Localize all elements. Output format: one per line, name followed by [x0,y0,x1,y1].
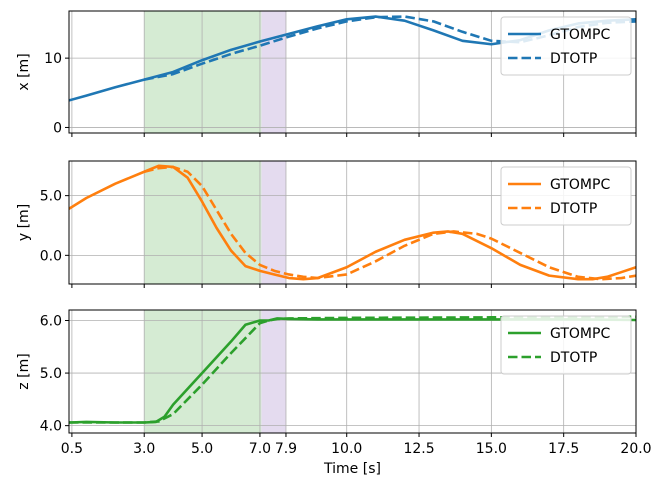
axes-frame [68,10,637,134]
legend: GTOMPC DTOTP [500,166,632,226]
legend-label: GTOMPC [550,326,610,342]
y-tick-label: 0 [53,120,62,136]
y-tick-label: 5.0 [40,366,62,382]
x-tick-label: 3.0 [133,441,155,457]
series-group [69,315,636,424]
series-line-dtotp [143,165,636,281]
x-tick-label: 0.5 [61,441,83,457]
legend-label: DTOTP [550,51,597,67]
y-axis-label: z [m] [16,353,32,389]
shaded-region [144,11,262,133]
x-tick-label: 7.0 [249,441,271,457]
axes-frame [68,309,637,434]
x-tick-label: 15.0 [476,441,507,457]
shaded-region [261,310,286,433]
legend-label: GTOMPC [550,177,610,193]
legend-box [500,315,632,375]
legend-box [500,166,632,226]
shaded-region [261,161,286,284]
x-axis-label: Time [s] [323,461,381,477]
series-line-dtotp [69,315,636,424]
y-tick-label: 4.0 [40,419,62,435]
x-tick-label: 20.0 [620,441,651,457]
series-group [69,164,636,281]
shaded-region [261,11,286,133]
subplot-y: 0.0 5.0 y [m] GTOMPC DTOTP [16,160,637,288]
x-tick-label: 10.0 [331,441,362,457]
subplot-x: 0 10 x [m] GTOMPC DTOTP [16,10,637,137]
legend: GTOMPC DTOTP [500,315,632,375]
legend-box [500,16,632,76]
x-tick-label: 5.0 [191,441,213,457]
axes-frame [68,160,637,285]
legend-label: DTOTP [550,201,597,217]
y-tick-label: 10 [44,51,62,67]
x-tick-label: 7.9 [275,441,297,457]
y-tick-label: 6.0 [40,314,62,330]
legend-label: GTOMPC [550,27,610,43]
x-tick-label: 17.5 [548,441,579,457]
y-axis-label: y [m] [16,204,32,241]
y-tick-label: 0.0 [40,248,62,264]
legend: GTOMPC DTOTP [500,16,632,76]
subplot-z: 4.0 5.0 6.0 z [m] 0.5 3.0 5.0 7.0 7.9 10.0 12.5 15.… [16,309,652,477]
y-axis-label: x [m] [16,53,32,90]
y-tick-label: 5.0 [40,189,62,205]
legend-label: DTOTP [550,350,597,366]
x-tick-label: 12.5 [403,441,434,457]
